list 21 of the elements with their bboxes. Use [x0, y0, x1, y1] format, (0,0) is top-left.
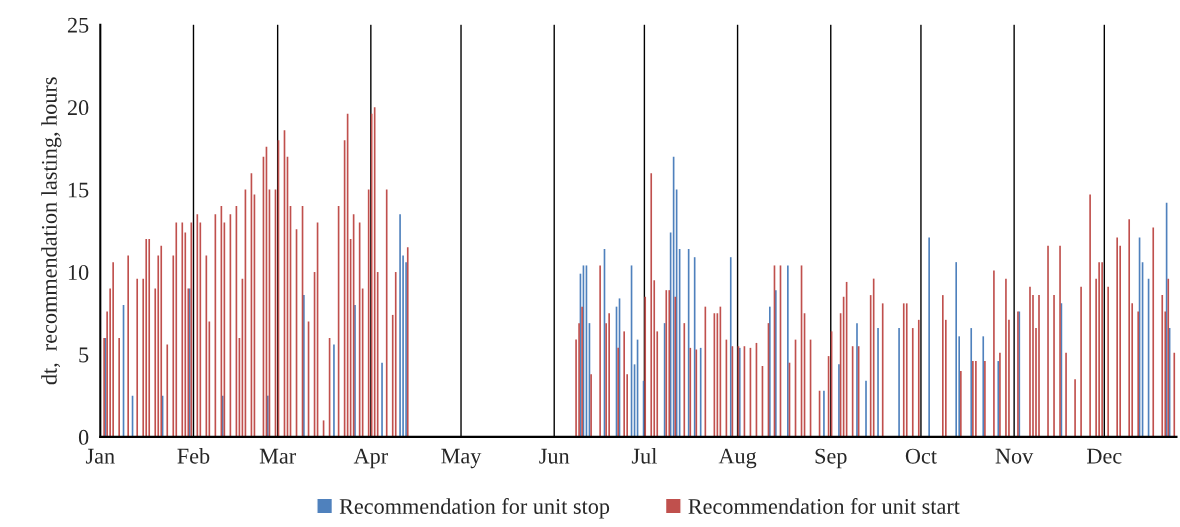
x-tick-label: May [441, 448, 482, 469]
legend-label: Recommendation for unit start [688, 498, 960, 514]
y-tick-label: 10 [68, 264, 89, 280]
x-tick-label: Dec [1087, 448, 1122, 464]
legend-label: Recommendation for unit stop [339, 498, 610, 519]
x-tick-label: Oct [905, 448, 937, 464]
x-tick-label: Sep [815, 448, 847, 469]
x-tick-label: Feb [177, 447, 210, 464]
y-tick-label: 20 [67, 100, 89, 116]
y-tick-label: 5 [79, 347, 89, 363]
x-tick-label: Mar [259, 448, 296, 464]
x-tick-label: Jan [85, 448, 115, 464]
y-tick-label: 25 [67, 17, 89, 33]
y-axis-title: dt, recommendation lasting, hours [41, 77, 62, 385]
x-tick-label: Nov [995, 448, 1034, 464]
y-tick-label: 15 [68, 182, 89, 198]
x-tick-label: Aug [718, 448, 757, 469]
x-tick-label: Jul [631, 447, 657, 464]
x-tick-label: Apr [353, 448, 388, 469]
y-tick-label: 0 [78, 429, 89, 445]
x-tick-label: Jun [539, 448, 570, 464]
